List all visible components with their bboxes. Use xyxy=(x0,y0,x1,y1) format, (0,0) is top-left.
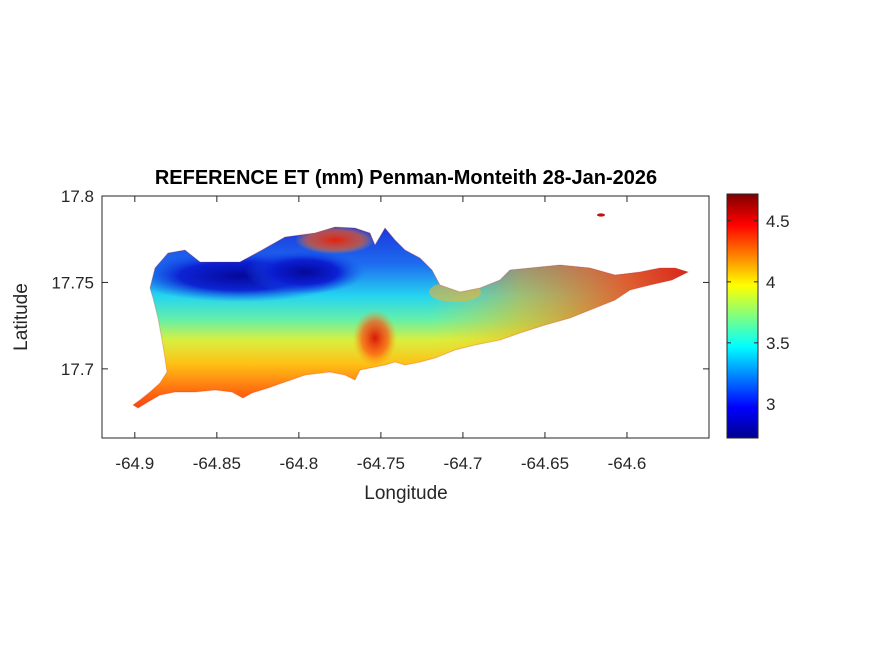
x-axis-label: Longitude xyxy=(364,483,447,504)
y-axis-ticks: 17.7 17.75 17.8 xyxy=(51,187,709,379)
y-tick-label: 17.75 xyxy=(51,273,94,292)
island-outline xyxy=(132,226,690,409)
x-tick-label: -64.85 xyxy=(193,454,241,473)
small-islet xyxy=(597,213,605,217)
x-tick-label: -64.9 xyxy=(115,454,154,473)
x-tick-label: -64.6 xyxy=(608,454,647,473)
x-tick-label: -64.75 xyxy=(357,454,405,473)
colorbar-tick-label: 3.5 xyxy=(766,334,790,353)
colorbar-tick-label: 3 xyxy=(766,395,775,414)
colorbar-tick-label: 4.5 xyxy=(766,212,790,231)
y-tick-label: 17.8 xyxy=(61,187,94,206)
y-axis-label: Latitude xyxy=(11,283,32,351)
x-tick-label: -64.7 xyxy=(444,454,483,473)
colorbar-tick-label: 4 xyxy=(766,273,775,292)
y-tick-label: 17.7 xyxy=(61,360,94,379)
x-tick-label: -64.8 xyxy=(279,454,318,473)
chart-title: REFERENCE ET (mm) Penman-Monteith 28-Jan… xyxy=(155,167,657,189)
colorbar-ticks: 3 3.5 4 4.5 xyxy=(727,212,790,414)
x-tick-label: -64.65 xyxy=(521,454,569,473)
x-axis-ticks: -64.9 -64.85 -64.8 -64.75 -64.7 -64.65 -64.6 xyxy=(115,196,646,473)
colorbar xyxy=(726,193,759,439)
